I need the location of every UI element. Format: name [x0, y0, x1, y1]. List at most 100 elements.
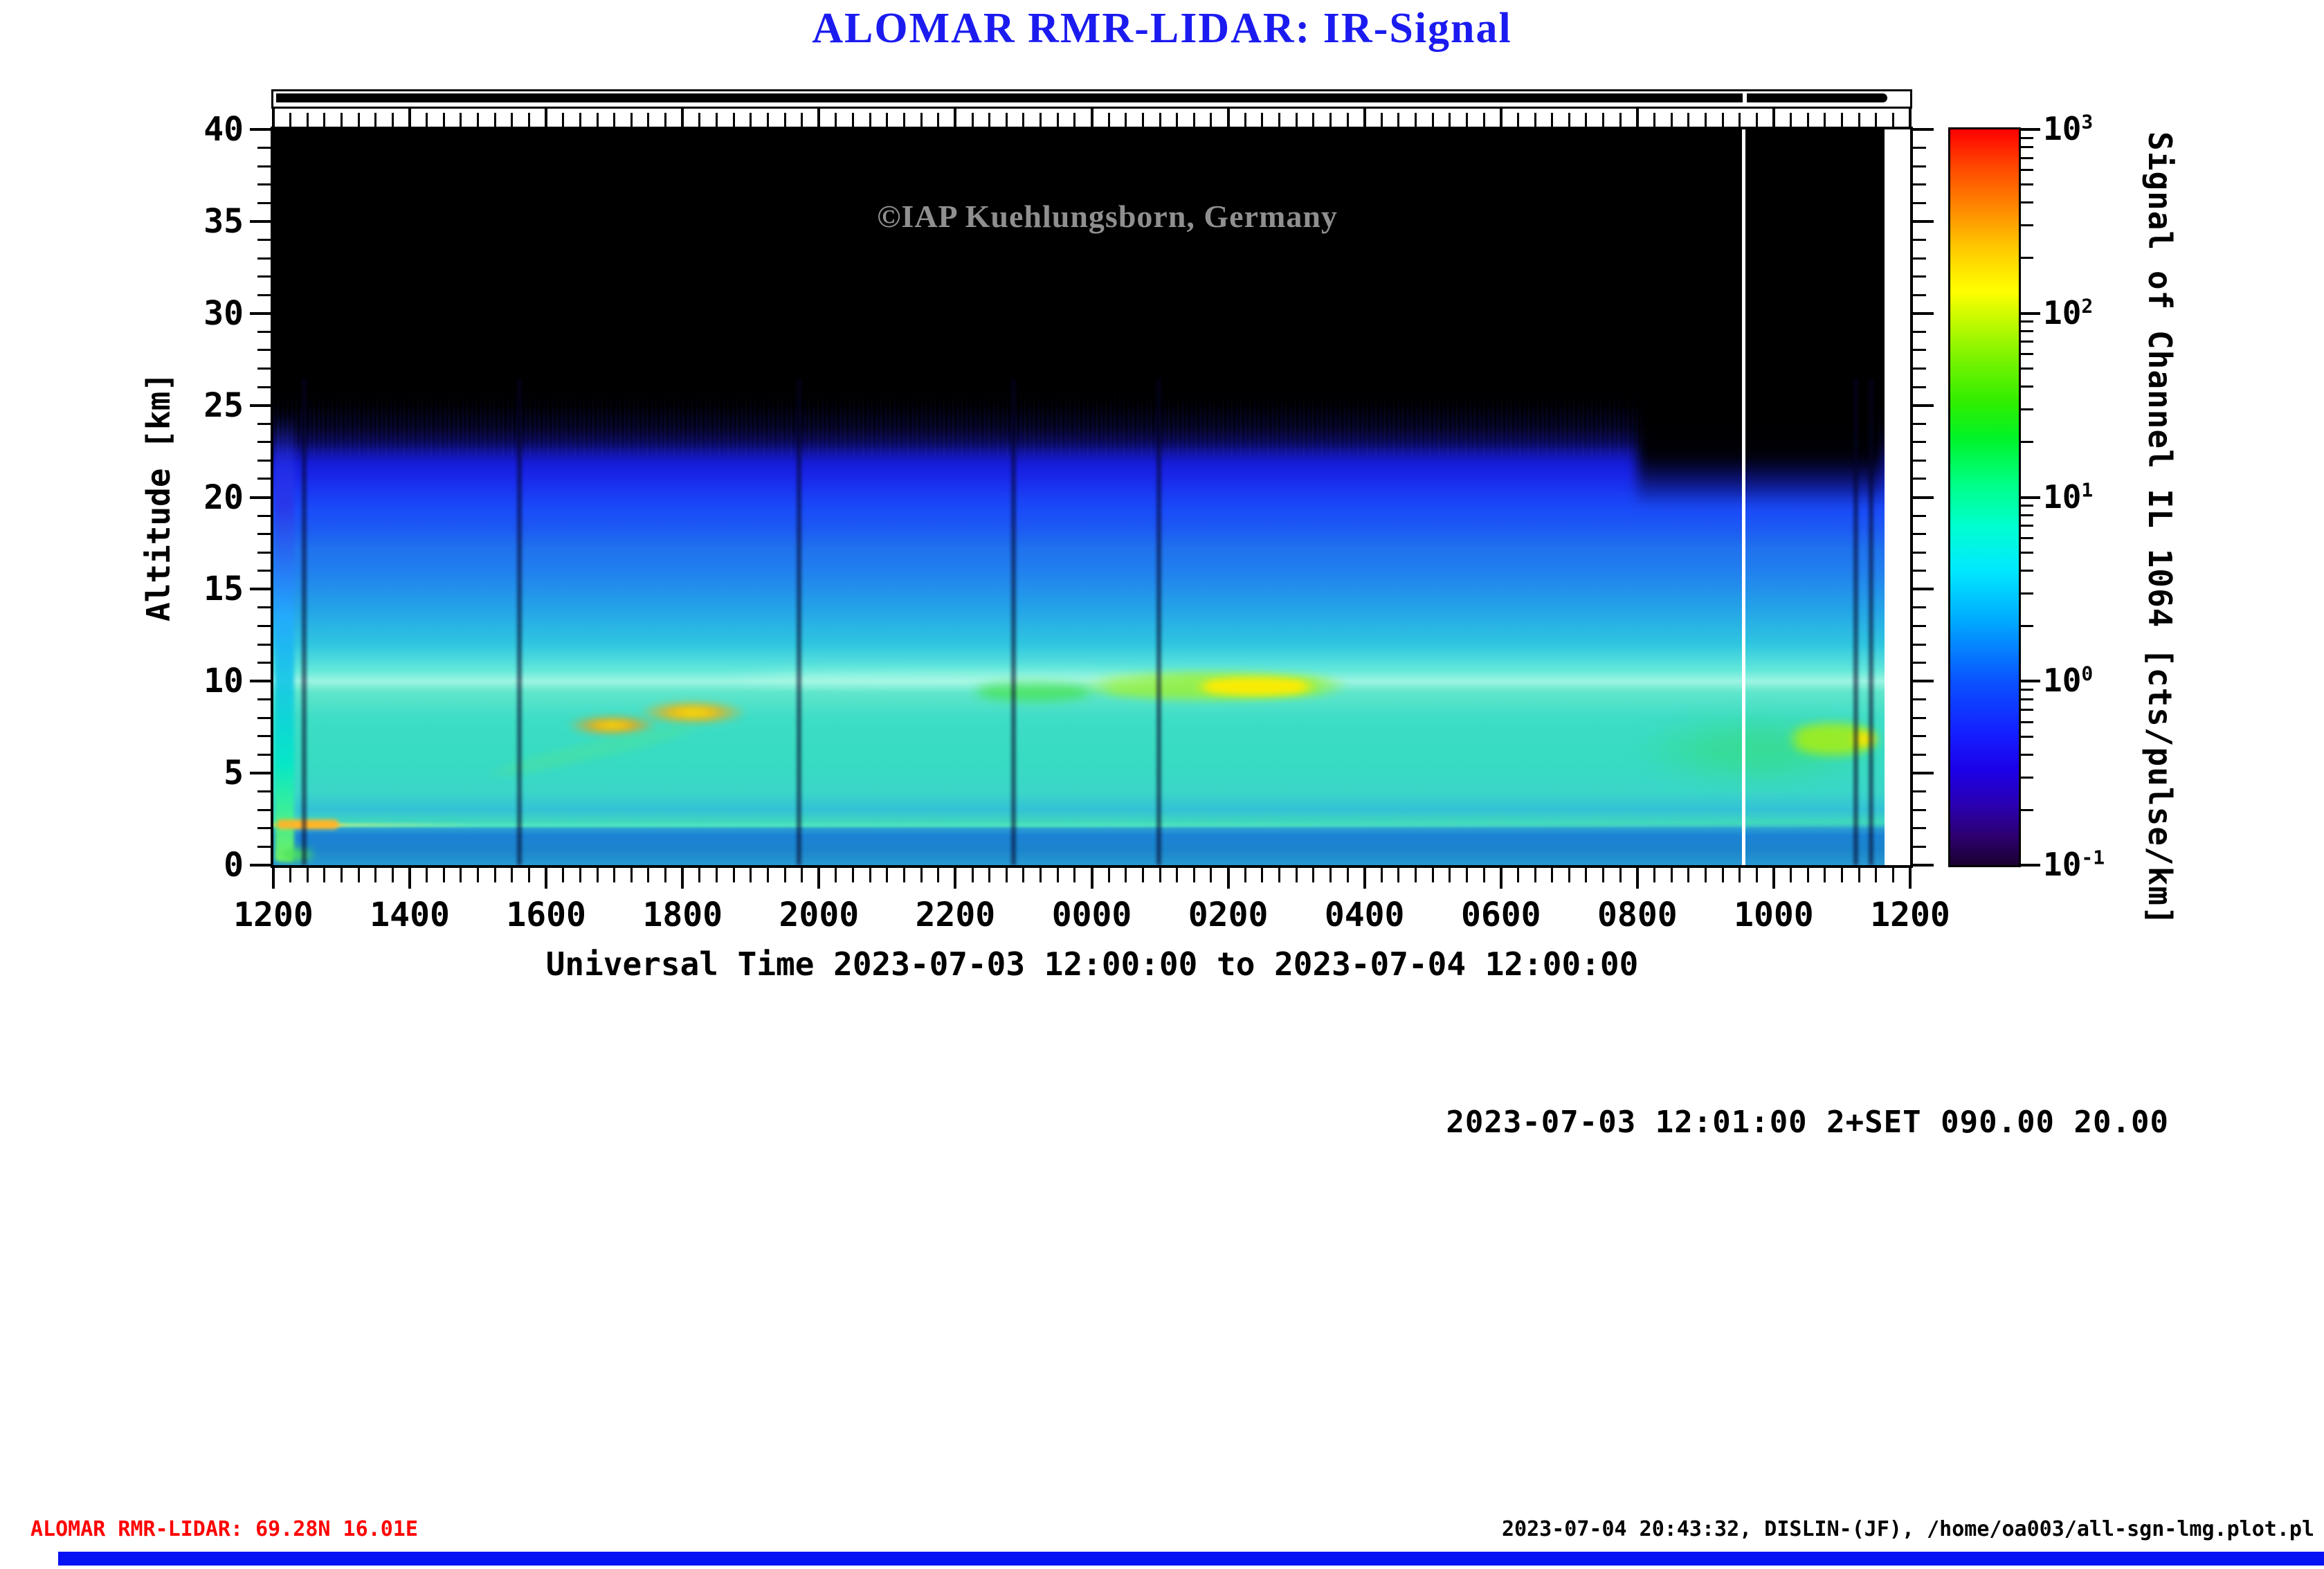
colorbar — [1948, 127, 2021, 867]
axis-tick — [374, 113, 377, 127]
axis-tick — [257, 606, 271, 609]
axis-tick — [1295, 113, 1298, 127]
axis-tick — [1295, 868, 1298, 882]
axis-tick — [1312, 113, 1315, 127]
axis-tick — [1380, 868, 1383, 882]
axis-tick — [562, 868, 565, 882]
axis-tick — [886, 868, 889, 882]
status-bar-on-segment-end — [1747, 93, 1887, 102]
axis-tick — [1192, 113, 1195, 127]
axis-tick — [1913, 219, 1934, 223]
axis-tick — [357, 113, 360, 127]
axis-tick — [1913, 422, 1926, 425]
axis-tick — [460, 868, 462, 882]
axis-tick — [1670, 113, 1673, 127]
axis-tick — [1363, 108, 1366, 127]
axis-tick — [2021, 201, 2033, 204]
axis-tick — [716, 868, 718, 882]
axis-tick — [1913, 790, 1926, 793]
x-tick-label: 1600 — [506, 896, 586, 934]
axis-tick — [257, 147, 271, 149]
axis-tick — [1913, 680, 1934, 683]
axis-tick — [1261, 113, 1264, 127]
feature-core — [586, 719, 639, 732]
axis-tick — [257, 441, 271, 444]
axis-tick — [1913, 606, 1926, 609]
axis-tick — [477, 113, 480, 127]
axis-tick — [1806, 113, 1809, 127]
axis-tick — [1891, 113, 1894, 127]
axis-tick — [257, 790, 271, 793]
axis-tick — [1913, 183, 1926, 186]
axis-tick — [1431, 868, 1434, 882]
axis-tick — [1329, 868, 1332, 882]
axis-tick — [1913, 496, 1934, 499]
axis-tick — [1635, 108, 1639, 127]
axis-tick — [257, 367, 271, 370]
axis-tick — [869, 113, 871, 127]
axis-tick — [2021, 776, 2033, 779]
axis-tick — [2021, 311, 2040, 315]
axis-tick — [664, 868, 667, 882]
x-tick-label: 0200 — [1188, 896, 1269, 934]
axis-tick — [852, 113, 855, 127]
axis-tick — [562, 113, 565, 127]
axis-tick — [1913, 257, 1926, 260]
axis-tick — [1913, 386, 1926, 388]
axis-tick — [250, 496, 271, 499]
axis-tick — [1806, 868, 1809, 882]
axis-tick — [257, 845, 271, 848]
watermark: ©IAP Kuehlungsborn, Germany — [877, 199, 1338, 234]
axis-tick — [1635, 868, 1639, 889]
axis-tick — [2021, 708, 2033, 711]
axis-tick — [250, 128, 271, 131]
axis-tick — [1840, 113, 1843, 127]
measurement-gap-stripe — [1868, 379, 1873, 865]
axis-tick — [408, 868, 412, 889]
axis-tick — [681, 868, 684, 889]
axis-tick — [528, 868, 531, 882]
axis-tick — [1516, 868, 1519, 882]
axis-tick — [1329, 113, 1332, 127]
axis-tick — [1380, 113, 1383, 127]
axis-tick — [1913, 551, 1926, 554]
axis-tick — [391, 868, 394, 882]
axis-tick — [1073, 113, 1076, 127]
axis-tick — [1913, 772, 1934, 775]
axis-tick — [1913, 864, 1934, 867]
axis-tick — [988, 868, 991, 882]
axis-tick — [272, 868, 275, 889]
axis-tick — [1913, 514, 1926, 517]
axis-tick — [1551, 868, 1554, 882]
heatmap-boundary-layer-line — [273, 823, 1885, 827]
axis-tick — [1176, 868, 1179, 882]
x-tick-label: 1000 — [1734, 896, 1814, 934]
axis-tick — [1739, 868, 1741, 882]
axis-tick — [1415, 868, 1417, 882]
x-tick-label: 1800 — [642, 896, 723, 934]
axis-tick — [664, 113, 667, 127]
colorbar-tick-label: 101 — [2043, 478, 2094, 516]
axis-tick — [1913, 754, 1926, 756]
axis-tick — [1824, 868, 1826, 882]
colorbar-title: Signal of Channel IL 1064 [cts/pulse/km] — [2141, 131, 2179, 926]
axis-tick — [1534, 868, 1536, 882]
measurement-gap-stripe — [516, 379, 522, 865]
axis-tick — [1913, 735, 1926, 738]
y-tick-label: 10 — [203, 662, 244, 701]
axis-tick — [2021, 146, 2033, 149]
axis-tick — [1913, 147, 1926, 149]
axis-tick — [1568, 868, 1570, 882]
axis-tick — [426, 868, 428, 882]
x-axis-title: Universal Time 2023-07-03 12:00:00 to 20… — [545, 945, 1639, 983]
measurement-annotation: 2023-07-03 12:01:00 2+SET 090.00 20.00 — [1446, 1105, 2169, 1140]
feature-green-patch-bottom-left — [274, 844, 318, 864]
x-tick-label: 0000 — [1051, 896, 1132, 934]
axis-tick — [1585, 113, 1588, 127]
axis-tick — [2021, 320, 2033, 323]
axis-tick — [1913, 662, 1926, 664]
feature-tropopause-glow — [716, 670, 1195, 687]
axis-tick — [408, 108, 412, 127]
axis-tick — [1499, 108, 1503, 127]
